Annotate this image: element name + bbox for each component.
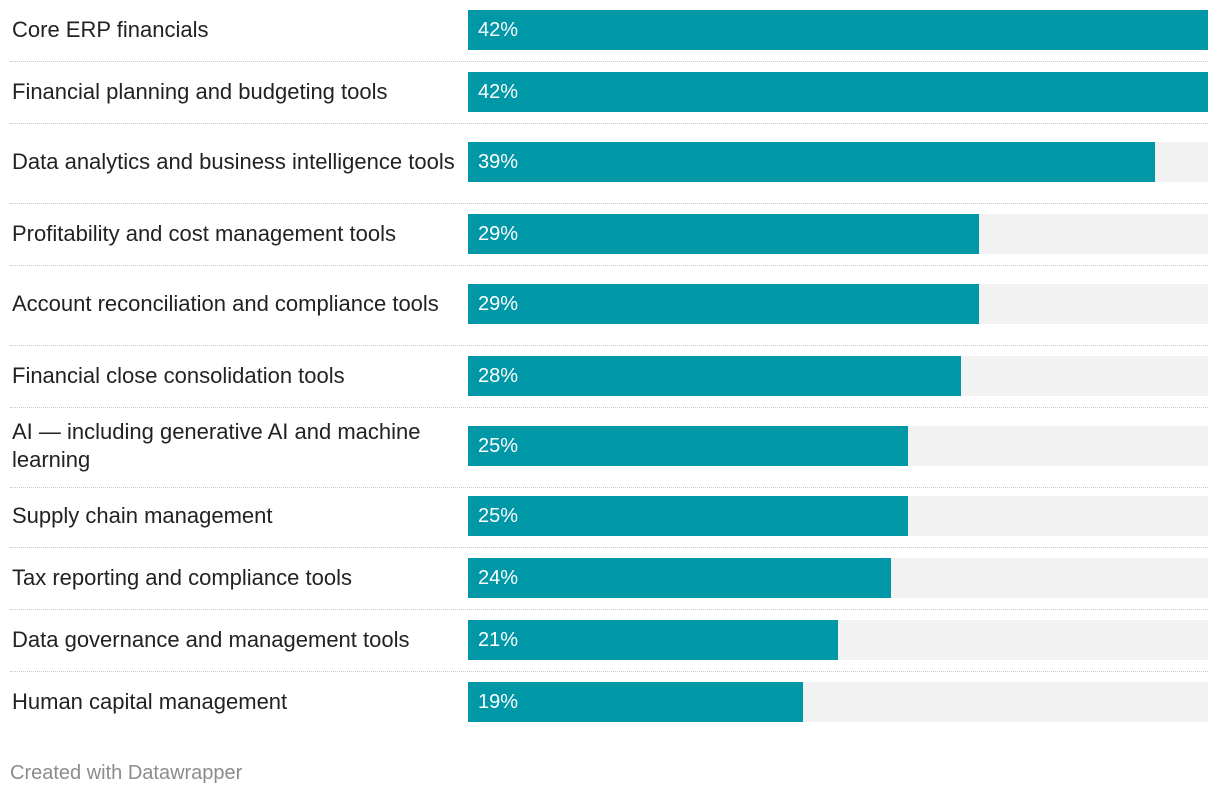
category-label: AI — including generative AI and machine… <box>12 419 421 472</box>
bar-track: 39% <box>468 142 1208 182</box>
bar <box>468 426 908 466</box>
bar-track: 25% <box>468 426 1208 466</box>
category-label: Profitability and cost management tools <box>12 221 396 246</box>
bar-value-label: 42% <box>478 81 519 103</box>
category-label: Financial planning and budgeting tools <box>12 79 388 104</box>
bar-track: 28% <box>468 356 1208 396</box>
bar <box>468 72 1208 112</box>
category-label: Human capital management <box>12 689 288 714</box>
bar-value-label: 39% <box>478 151 519 173</box>
row-separator <box>10 123 1208 124</box>
category-label: Data governance and management tools <box>12 627 410 652</box>
row-separator <box>10 265 1208 266</box>
bar <box>468 356 961 396</box>
bar-track: 42% <box>468 10 1208 50</box>
row-separator <box>10 487 1208 488</box>
bar <box>468 284 979 324</box>
bar-value-label: 28% <box>478 365 519 387</box>
bar <box>468 558 891 598</box>
bar <box>468 620 838 660</box>
bar-chart: Core ERP financials 42% Financial planning… <box>10 10 1208 722</box>
row-separator <box>10 407 1208 408</box>
bar-value-label: 19% <box>478 691 519 713</box>
row-separator <box>10 609 1208 610</box>
category-label: Account reconciliation and compliance to… <box>12 291 439 316</box>
datawrapper-credit[interactable]: Created with Datawrapper <box>10 762 243 784</box>
bar-value-label: 29% <box>478 223 519 245</box>
bar-track: 21% <box>468 620 1208 660</box>
bar <box>468 682 803 722</box>
bar-track: 24% <box>468 558 1208 598</box>
row-separator <box>10 671 1208 672</box>
row-separator <box>10 345 1208 346</box>
bar <box>468 142 1155 182</box>
category-label: Core ERP financials <box>12 17 209 42</box>
bar-track: 19% <box>468 682 1208 722</box>
bar <box>468 10 1208 50</box>
row-separator <box>10 61 1208 62</box>
bar <box>468 496 908 536</box>
bar-value-label: 21% <box>478 629 519 651</box>
bar-value-label: 25% <box>478 435 519 457</box>
bar-track: 25% <box>468 496 1208 536</box>
bar-value-label: 42% <box>478 19 519 41</box>
bar-track: 29% <box>468 284 1208 324</box>
bar-value-label: 29% <box>478 293 519 315</box>
row-separator <box>10 203 1208 204</box>
bar-track: 29% <box>468 214 1208 254</box>
bar-value-label: 25% <box>478 505 519 527</box>
category-label: Supply chain management <box>12 503 273 528</box>
bar-track: 42% <box>468 72 1208 112</box>
category-label: Financial close consolidation tools <box>12 363 345 388</box>
row-separator <box>10 547 1208 548</box>
bar <box>468 214 979 254</box>
category-label: Tax reporting and compliance tools <box>12 565 352 590</box>
bar-value-label: 24% <box>478 567 519 589</box>
category-label: Data analytics and business intelligence… <box>12 149 455 174</box>
